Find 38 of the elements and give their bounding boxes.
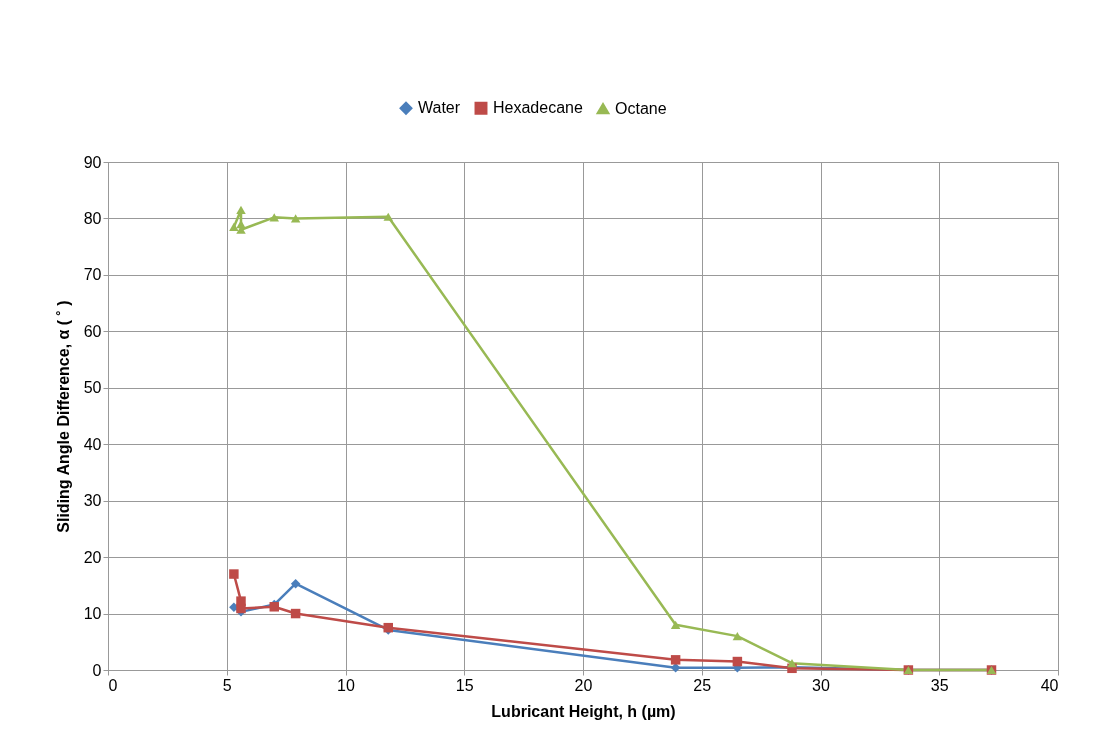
x-tick-label: 40	[1040, 676, 1059, 694]
point	[236, 603, 246, 614]
y-tick-label: 10	[83, 605, 102, 623]
point	[290, 608, 301, 619]
point	[670, 620, 681, 629]
point	[670, 655, 681, 665]
x-tick-label: 35	[930, 676, 949, 694]
x-axis-title: Lubricant Height, h (µm)	[491, 702, 676, 720]
point	[236, 205, 246, 215]
y-tick-label: 70	[83, 266, 102, 284]
x-tick-label: 0	[108, 676, 118, 694]
legend-label: Octane	[615, 99, 667, 117]
point	[732, 656, 743, 667]
point	[290, 578, 301, 589]
y-tick-label: 30	[83, 492, 102, 510]
x-tick-label: 30	[812, 676, 830, 694]
y-tick-label: 90	[83, 153, 102, 171]
y-axis-title: Sliding Angle Difference, α ( ˚ )	[54, 300, 72, 533]
point	[229, 569, 239, 579]
point	[732, 632, 743, 641]
legend-label: Water	[418, 99, 461, 117]
point	[290, 214, 301, 223]
x-tick-label: 5	[222, 676, 232, 694]
legend-label: Hexadecane	[493, 99, 583, 117]
point	[229, 222, 239, 232]
y-tick-label: 60	[83, 322, 102, 340]
x-tick-label: 15	[455, 676, 474, 694]
y-tick-label: 0	[92, 661, 102, 679]
y-tick-label: 40	[83, 435, 102, 453]
x-tick-label: 25	[693, 676, 712, 694]
x-tick-label: 10	[337, 676, 355, 694]
point	[670, 663, 681, 673]
point	[787, 659, 797, 668]
y-tick-label: 20	[83, 548, 102, 566]
y-tick-label: 80	[83, 209, 102, 227]
x-tick-label: 20	[574, 676, 593, 694]
y-tick-label: 50	[83, 379, 102, 397]
point	[383, 212, 393, 221]
